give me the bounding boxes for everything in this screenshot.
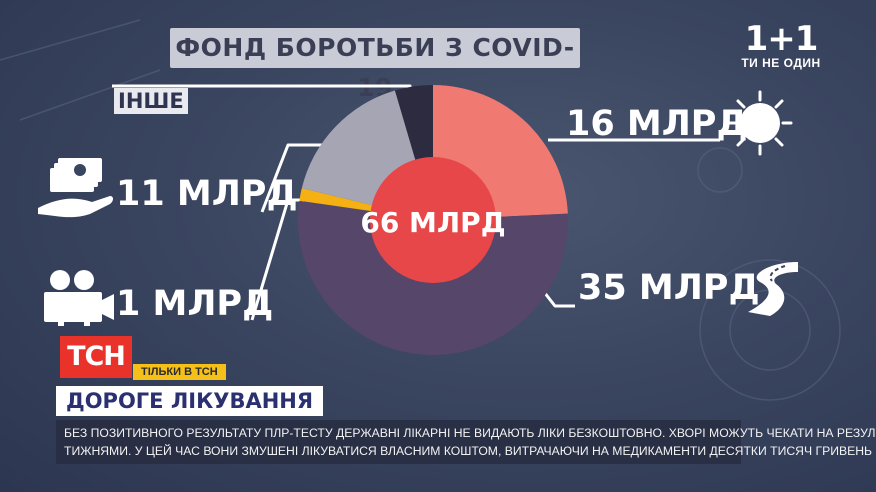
caption-line-1: БЕЗ ПОЗИТИВНОГО РЕЗУЛЬТАТУ ПЛР-ТЕСТУ ДЕР… — [64, 426, 876, 440]
money-hand-icon — [38, 158, 113, 218]
channel-brand: 1+1 ТИ НЕ ОДИН — [735, 22, 827, 70]
caption-box: БЕЗ ПОЗИТИВНОГО РЕЗУЛЬТАТУ ПЛР-ТЕСТУ ДЕР… — [56, 420, 876, 464]
pie-center-circle — [370, 157, 496, 283]
label-11-mlrd: 11 МЛРД — [116, 174, 298, 214]
tsn-logo-text: ТСН — [67, 341, 126, 372]
pie-center-total: 66 МЛРД — [360, 206, 505, 239]
road-icon — [748, 262, 798, 316]
caption-line-2: ТИЖНЯМИ. У ЦЕЙ ЧАС ВОНИ ЗМУШЕНІ ЛІКУВАТИ… — [64, 444, 873, 458]
connector-1 — [250, 198, 304, 321]
virus-icon — [727, 90, 793, 156]
brand-logo-1plus1: 1+1 — [744, 19, 819, 59]
label-35-mlrd: 35 МЛРД — [578, 268, 760, 308]
connector-11 — [260, 143, 330, 213]
headline: ДОРОГЕ ЛІКУВАННЯ — [56, 386, 324, 416]
label-1-mlrd: 1 МЛРД — [116, 284, 274, 324]
brand-tagline: ТИ НЕ ОДИН — [741, 56, 821, 70]
tsn-logo: ТСН — [60, 336, 132, 378]
label-inshe: ІНШЕ — [114, 88, 188, 114]
exclusive-tag: ТІЛЬКИ В ТСН — [133, 364, 226, 380]
camera-icon — [44, 270, 114, 326]
label-16-mlrd: 16 МЛРД — [566, 104, 748, 144]
